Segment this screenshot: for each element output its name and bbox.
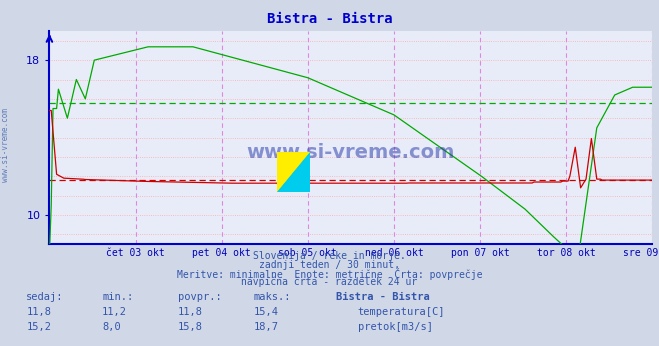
Text: www.si-vreme.com: www.si-vreme.com (246, 143, 455, 162)
Text: navpična črta - razdelek 24 ur: navpična črta - razdelek 24 ur (241, 277, 418, 287)
Text: 8,0: 8,0 (102, 322, 121, 332)
Text: maks.:: maks.: (254, 292, 291, 302)
Text: Bistra - Bistra: Bistra - Bistra (267, 12, 392, 26)
Text: sedaj:: sedaj: (26, 292, 64, 302)
Text: 11,8: 11,8 (178, 307, 203, 317)
Text: min.:: min.: (102, 292, 133, 302)
Text: Bistra - Bistra: Bistra - Bistra (336, 292, 430, 302)
Text: pretok[m3/s]: pretok[m3/s] (358, 322, 433, 332)
Polygon shape (277, 152, 310, 192)
Text: 11,8: 11,8 (26, 307, 51, 317)
Text: www.si-vreme.com: www.si-vreme.com (1, 108, 10, 182)
Text: Meritve: minimalne  Enote: metrične  Črta: povprečje: Meritve: minimalne Enote: metrične Črta:… (177, 268, 482, 280)
Text: Slovenija / reke in morje.: Slovenija / reke in morje. (253, 251, 406, 261)
Text: 11,2: 11,2 (102, 307, 127, 317)
Polygon shape (277, 152, 310, 192)
Text: 18,7: 18,7 (254, 322, 279, 332)
Text: 15,8: 15,8 (178, 322, 203, 332)
Text: 15,4: 15,4 (254, 307, 279, 317)
Text: 15,2: 15,2 (26, 322, 51, 332)
Text: zadnji teden / 30 minut.: zadnji teden / 30 minut. (259, 260, 400, 270)
Text: temperatura[C]: temperatura[C] (358, 307, 445, 317)
Text: povpr.:: povpr.: (178, 292, 221, 302)
